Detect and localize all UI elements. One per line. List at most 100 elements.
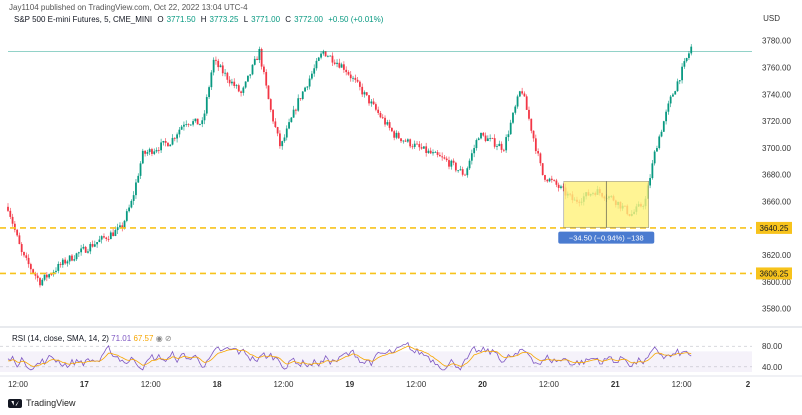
candle-body <box>322 51 325 54</box>
candle-body <box>57 263 60 271</box>
candle-body <box>541 163 544 176</box>
candle-body <box>167 142 169 147</box>
candle-body <box>427 150 430 153</box>
candle-body <box>420 147 423 149</box>
candle-body <box>155 150 158 152</box>
candle-body <box>180 126 183 130</box>
candle-body <box>336 62 338 64</box>
candle-body <box>441 156 444 158</box>
tradingview-logo-icon <box>8 398 22 408</box>
rsi-legend-label[interactable]: RSI (14, close, SMA, 14, 2) <box>12 334 109 343</box>
time-tick-label: 12:00 <box>8 380 29 389</box>
candle-body <box>523 93 526 97</box>
candle-body <box>100 236 103 240</box>
candle-body <box>153 151 156 154</box>
candle-body <box>539 153 542 164</box>
candle-body <box>340 64 343 68</box>
candle-body <box>137 175 140 183</box>
candle-body <box>139 163 142 176</box>
candle-body <box>690 46 693 54</box>
candle-body <box>393 131 396 138</box>
price-tick-label: 3700.00 <box>762 144 791 153</box>
symbol-header: S&P 500 E-mini Futures, 5, CME_MINI O 377… <box>14 15 386 24</box>
candle-body <box>71 255 73 261</box>
candle-body <box>192 121 194 125</box>
candle-body <box>219 65 222 68</box>
candle-body <box>528 109 530 119</box>
candle-body <box>649 178 651 186</box>
candle-body <box>468 160 471 169</box>
candle-body <box>489 137 492 139</box>
footer-brand[interactable]: TradingView <box>8 398 76 408</box>
candle-body <box>354 77 357 80</box>
candle-body <box>128 207 131 212</box>
candle-body <box>119 225 121 228</box>
candle-body <box>11 216 14 224</box>
candle-body <box>114 230 117 237</box>
candle-body <box>436 152 439 155</box>
candle-body <box>473 148 476 154</box>
candle-body <box>91 244 94 247</box>
candle-body <box>532 130 535 139</box>
candle-body <box>242 87 245 93</box>
candle-body <box>299 98 302 100</box>
high-value: 3773.25 <box>209 15 239 24</box>
candle-body <box>123 220 126 228</box>
candle-body <box>87 251 89 253</box>
candle-body <box>390 127 393 132</box>
candle-body <box>251 64 254 75</box>
candle-body <box>112 232 115 237</box>
candle-body <box>253 58 256 65</box>
candle-body <box>550 178 553 180</box>
candle-body <box>45 274 48 278</box>
price-tick-label: 3660.00 <box>762 197 791 206</box>
candle-body <box>109 232 112 240</box>
candle-body <box>160 142 162 151</box>
candle-body <box>16 229 19 236</box>
candle-body <box>480 132 482 139</box>
candle-body <box>36 275 39 279</box>
candle-body <box>41 279 44 286</box>
candle-body <box>516 96 519 107</box>
candle-body <box>135 182 137 196</box>
candle-body <box>678 80 681 82</box>
candle-body <box>146 152 149 154</box>
candle-body <box>187 124 190 125</box>
candle-body <box>448 160 450 167</box>
candle-body <box>244 81 247 88</box>
candle-body <box>89 244 92 252</box>
candle-body <box>96 242 99 245</box>
candle-body <box>82 246 85 249</box>
eye-icon[interactable]: ◉ <box>155 334 163 343</box>
candle-body <box>240 91 242 93</box>
candle-body <box>276 127 279 134</box>
hide-icon[interactable]: ⊘ <box>164 334 172 343</box>
candle-body <box>418 144 421 148</box>
candle-body <box>231 81 233 84</box>
candle-body <box>265 72 268 86</box>
time-tick-label: 21 <box>611 380 620 389</box>
candle-body <box>7 206 9 211</box>
candle-body <box>683 61 686 67</box>
candle-body <box>505 137 508 151</box>
candle-body <box>450 160 453 167</box>
candle-body <box>361 86 364 95</box>
candle-body <box>169 144 172 147</box>
candle-body <box>432 152 434 154</box>
candle-body <box>331 55 334 63</box>
rsi-tick-label: 40.00 <box>762 363 783 372</box>
candle-body <box>185 124 188 125</box>
candle-body <box>288 122 290 129</box>
candle-body <box>534 138 537 152</box>
candle-body <box>317 57 320 61</box>
symbol-name[interactable]: S&P 500 E-mini Futures, 5, CME_MINI <box>14 15 153 24</box>
candle-body <box>370 101 373 104</box>
candle-body <box>315 60 318 69</box>
candle-body <box>77 252 80 254</box>
candle-body <box>61 259 64 265</box>
candle-body <box>125 211 128 221</box>
candle-body <box>498 143 501 147</box>
candle-body <box>356 79 359 82</box>
candle-body <box>203 113 206 121</box>
candle-body <box>237 85 240 92</box>
